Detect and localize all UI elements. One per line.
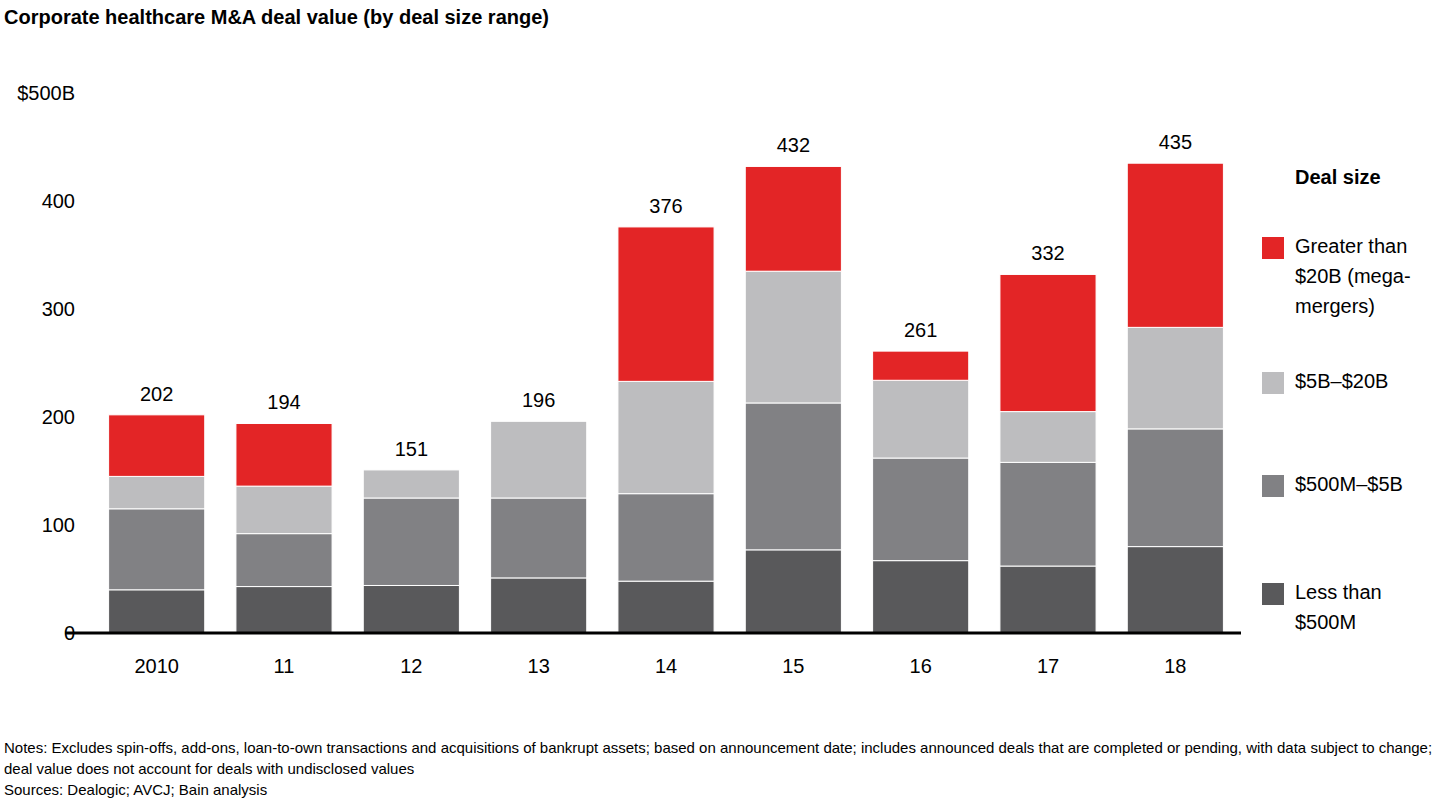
x-tick-label: 12: [400, 655, 422, 677]
total-label: 435: [1159, 131, 1192, 153]
note-line: Sources: Dealogic; AVCJ; Bain analysis: [4, 779, 1434, 800]
y-tick-label: 100: [42, 514, 75, 536]
legend-label: Greater than $20B (mega-mergers): [1295, 231, 1430, 321]
bar-segment: [745, 166, 841, 271]
bar-segment: [363, 498, 459, 585]
bar-segment: [1000, 462, 1096, 566]
total-label: 194: [267, 391, 300, 413]
bar-segment: [873, 458, 969, 561]
page: {"chart_data": { "type": "bar", "title":…: [0, 0, 1440, 810]
bars: [109, 163, 1224, 633]
bar-segment: [745, 271, 841, 403]
bar-segment: [1127, 429, 1223, 547]
bar-segment: [873, 351, 969, 380]
bar-segment: [491, 498, 587, 578]
bar-segment: [491, 578, 587, 633]
legend-swatch: [1262, 372, 1284, 394]
bar-segment: [618, 494, 714, 581]
legend-swatch: [1262, 583, 1284, 605]
x-tick-label: 11: [274, 655, 295, 677]
legend-swatch: [1262, 475, 1284, 497]
y-tick-label: 200: [42, 406, 75, 428]
bar-segment: [236, 534, 332, 587]
bar-segment: [1127, 547, 1223, 633]
bar-segment: [1127, 163, 1223, 327]
note-line: Notes: Excludes spin-offs, add-ons, loan…: [4, 737, 1434, 779]
notes: Notes: Excludes spin-offs, add-ons, loan…: [4, 737, 1434, 800]
bar-segment: [1127, 327, 1223, 429]
bar-segment: [109, 415, 205, 477]
legend-label: $5B–$20B: [1295, 366, 1430, 396]
bar-segment: [618, 381, 714, 493]
x-tick-label: 18: [1164, 655, 1186, 677]
x-axis-line: [65, 632, 1241, 635]
bar-segment: [745, 403, 841, 550]
bar-segment: [1000, 412, 1096, 463]
bar-segment: [618, 227, 714, 381]
legend-label: $500M–$5B: [1295, 469, 1430, 499]
x-tick-label: 15: [782, 655, 804, 677]
bar-segment: [363, 469, 459, 470]
legend-swatch: [1262, 237, 1284, 259]
bar-segment: [236, 486, 332, 534]
total-label: 202: [140, 383, 173, 405]
total-label: 376: [649, 195, 682, 217]
x-tick-label: 17: [1037, 655, 1059, 677]
bar-segment: [873, 380, 969, 458]
bar-segment: [745, 550, 841, 633]
x-tick-label: 13: [528, 655, 550, 677]
chart-svg: 0100200300400$500B2021941511963764322613…: [0, 0, 1440, 810]
y-tick-label: 400: [42, 190, 75, 212]
bar-segment: [236, 423, 332, 486]
x-tick-label: 14: [655, 655, 677, 677]
bar-segment: [109, 509, 205, 590]
bar-segment: [491, 421, 587, 422]
bar-segment: [236, 587, 332, 633]
total-label: 196: [522, 389, 555, 411]
chart-title: Corporate healthcare M&A deal value (by …: [4, 6, 549, 29]
total-label: 432: [777, 134, 810, 156]
legend-title: Deal size: [1295, 166, 1381, 189]
bar-segment: [618, 581, 714, 633]
bar-segment: [363, 585, 459, 633]
x-tick-label: 16: [910, 655, 932, 677]
bar-segment: [1000, 274, 1096, 411]
total-label: 261: [904, 319, 937, 341]
bar-segment: [363, 470, 459, 498]
bar-segment: [1000, 566, 1096, 633]
total-label: 151: [395, 438, 428, 460]
total-label: 332: [1031, 242, 1064, 264]
bar-segment: [109, 590, 205, 633]
bar-segment: [491, 421, 587, 498]
y-tick-label: 300: [42, 298, 75, 320]
bar-segment: [873, 561, 969, 633]
bar-segment: [109, 476, 205, 508]
y-tick-label: $500B: [17, 82, 75, 104]
legend-label: Less than $500M: [1295, 577, 1430, 637]
x-tick-label: 2010: [134, 655, 179, 677]
